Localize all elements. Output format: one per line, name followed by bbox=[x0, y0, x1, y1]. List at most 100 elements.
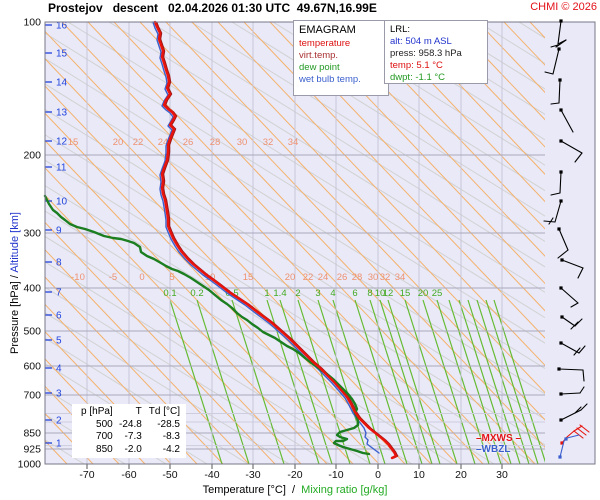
lrl-temp-label: temp: bbox=[390, 60, 414, 71]
legend-item-virt-temp: virt.temp. bbox=[299, 50, 339, 61]
svg-text:3: 3 bbox=[315, 288, 320, 299]
svg-text:16: 16 bbox=[56, 21, 68, 32]
svg-text:20: 20 bbox=[113, 137, 124, 148]
svg-text:15: 15 bbox=[243, 272, 254, 283]
svg-text:925: 925 bbox=[23, 444, 41, 456]
x-axis-label-temperature: Temperature [°C] bbox=[202, 484, 286, 496]
svg-text:30: 30 bbox=[237, 137, 248, 148]
y-axis-label-altitude: Altitude [km] bbox=[9, 212, 21, 273]
svg-text:-5: -5 bbox=[109, 272, 117, 283]
svg-text:600: 600 bbox=[23, 361, 41, 373]
svg-text:0.2: 0.2 bbox=[190, 288, 203, 299]
table-row: 700 -7.3 -8.3 bbox=[76, 431, 182, 444]
svg-text:2: 2 bbox=[295, 288, 300, 299]
svg-text:26: 26 bbox=[183, 137, 194, 148]
svg-text:4: 4 bbox=[330, 288, 335, 299]
svg-text:32: 32 bbox=[380, 272, 391, 283]
cell: -8.3 bbox=[162, 431, 180, 442]
cell: -28.5 bbox=[157, 418, 180, 430]
lrl-title: LRL: bbox=[390, 24, 411, 35]
svg-text:20: 20 bbox=[285, 272, 296, 283]
svg-text:15: 15 bbox=[68, 137, 79, 148]
cell: -7.3 bbox=[124, 431, 142, 442]
svg-text:-20: -20 bbox=[287, 469, 302, 481]
y-axis-label-pressure: Pressure [hPa] bbox=[9, 281, 21, 354]
svg-text:15: 15 bbox=[56, 49, 68, 60]
svg-text:24: 24 bbox=[158, 137, 169, 148]
svg-text:9: 9 bbox=[56, 226, 62, 237]
sounding-levels-table: p [hPa] T Td [°C] 500 -24.8 -28.5 700 -7… bbox=[72, 404, 186, 458]
svg-text:20: 20 bbox=[418, 288, 429, 299]
svg-text:-60: -60 bbox=[121, 469, 136, 481]
svg-text:30: 30 bbox=[368, 272, 379, 283]
svg-text:-40: -40 bbox=[204, 469, 219, 481]
lrl-alt-label: alt: bbox=[390, 36, 403, 47]
table-row: 500 -24.8 -28.5 bbox=[76, 419, 182, 432]
cell: 700 bbox=[96, 431, 113, 442]
svg-text:10: 10 bbox=[375, 288, 386, 299]
svg-text:10: 10 bbox=[56, 197, 68, 208]
svg-text:-30: -30 bbox=[245, 469, 260, 481]
svg-text:26: 26 bbox=[337, 272, 348, 283]
col-pressure: p [hPa] bbox=[81, 406, 113, 417]
svg-text:5: 5 bbox=[169, 272, 174, 283]
svg-text:7: 7 bbox=[56, 288, 62, 299]
svg-text:12: 12 bbox=[383, 288, 394, 299]
svg-text:3: 3 bbox=[56, 389, 62, 400]
wbzl-label: –WBZL bbox=[476, 444, 511, 455]
svg-text:0: 0 bbox=[139, 272, 144, 283]
lrl-dwpt-value: -1.1 °C bbox=[415, 72, 446, 83]
svg-text:22: 22 bbox=[133, 137, 144, 148]
copyright-text: CHMI © 2026 bbox=[530, 1, 597, 13]
x-axis-label: Temperature [°C] / Mixing ratio [g/kg] bbox=[45, 484, 545, 496]
col-temp: T bbox=[135, 406, 142, 417]
cell: 850 bbox=[96, 443, 113, 455]
svg-text:24: 24 bbox=[318, 272, 329, 283]
legend-item-dew-point: dew point bbox=[299, 62, 340, 73]
cell: -4.2 bbox=[162, 443, 180, 455]
svg-text:1: 1 bbox=[56, 439, 62, 450]
legend-title: EMAGRAM bbox=[299, 24, 356, 36]
svg-text:0: 0 bbox=[375, 469, 381, 481]
lrl-alt: alt: 504 m ASL bbox=[390, 36, 482, 48]
svg-text:32: 32 bbox=[263, 137, 274, 148]
lrl-press: press: 958.3 hPa bbox=[390, 48, 482, 60]
svg-text:30: 30 bbox=[496, 469, 508, 481]
svg-text:-50: -50 bbox=[162, 469, 177, 481]
svg-text:25: 25 bbox=[432, 288, 443, 299]
mxws-label: –MXWS – bbox=[476, 433, 522, 444]
svg-text:13: 13 bbox=[56, 108, 68, 119]
svg-text:8: 8 bbox=[56, 258, 62, 269]
svg-text:34: 34 bbox=[288, 137, 299, 148]
temperature-gridlines: -70 -60 -50 -40 -30 -20 -10 0 10 20 30 bbox=[79, 22, 508, 481]
lrl-press-value: 958.3 hPa bbox=[418, 48, 462, 59]
svg-text:8: 8 bbox=[367, 288, 372, 299]
cell: -2.0 bbox=[124, 443, 142, 455]
svg-text:34: 34 bbox=[395, 272, 406, 283]
svg-text:500: 500 bbox=[23, 326, 41, 338]
svg-text:5: 5 bbox=[56, 336, 62, 347]
svg-text:10: 10 bbox=[413, 469, 425, 481]
x-axis-label-mixing-ratio: Mixing ratio [g/kg] bbox=[301, 484, 388, 496]
table-header-row: p [hPa] T Td [°C] bbox=[76, 406, 182, 419]
altitude-ticks: 16 15 14 13 12 11 10 9 8 7 6 5 4 3 2 1 bbox=[45, 21, 68, 450]
virt-temp-curve bbox=[155, 21, 399, 459]
lrl-alt-value: 504 m ASL bbox=[405, 36, 452, 47]
svg-text:11: 11 bbox=[56, 163, 67, 174]
svg-text:2: 2 bbox=[56, 416, 62, 427]
svg-text:700: 700 bbox=[23, 390, 41, 402]
legend-box: EMAGRAM temperature virt.temp. dew point… bbox=[293, 20, 389, 96]
y-axis-label: Pressure [hPa] / Altitude [km] bbox=[9, 153, 21, 413]
wind-barbs bbox=[543, 19, 590, 459]
table-row: 850 -2.0 -4.2 bbox=[76, 444, 182, 457]
legend-item-wet-bulb: wet bulb temp. bbox=[299, 74, 361, 85]
svg-text:300: 300 bbox=[23, 228, 41, 240]
legend-item-temperature: temperature bbox=[299, 38, 351, 49]
temperature-curve bbox=[153, 20, 398, 460]
lrl-temp: temp: 5.1 °C bbox=[390, 60, 482, 72]
svg-text:200: 200 bbox=[23, 150, 41, 162]
svg-text:-10: -10 bbox=[328, 469, 343, 481]
svg-text:1000: 1000 bbox=[18, 459, 42, 471]
